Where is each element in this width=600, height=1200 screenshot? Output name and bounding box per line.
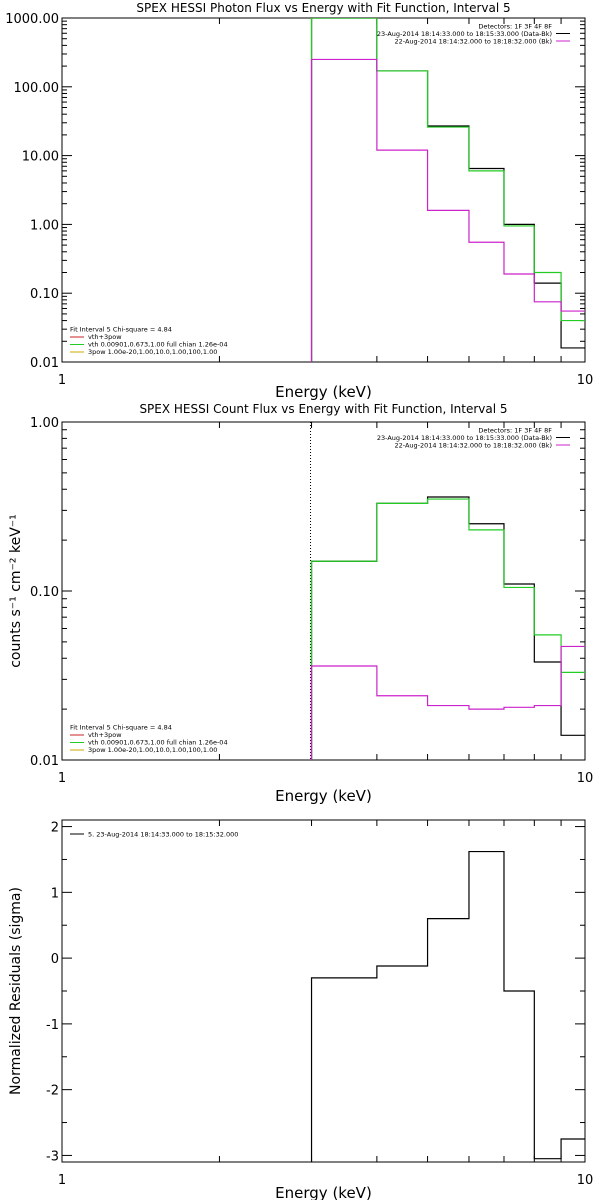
legend-bottom-entry: 3pow 1.00e-20,1.00,10.0,1.00,100,1.00 bbox=[88, 746, 217, 754]
legend-bottom-entry: vth+3pow bbox=[88, 333, 122, 341]
legend-bottom-entry: vth+3pow bbox=[88, 731, 122, 739]
legend-top-entry: Detectors: 1F 3F 4F 8F bbox=[478, 427, 552, 435]
series-0-step-line bbox=[310, 850, 585, 1162]
y-tick-label: -1 bbox=[46, 1018, 59, 1033]
legend-top-entry: 22-Aug-2014 18:14:32.000 to 18:18:32.000… bbox=[395, 38, 552, 46]
legend-top-entry: 23-Aug-2014 18:14:33.000 to 18:15:33.000… bbox=[377, 434, 552, 442]
x-axis-label: Energy (keV) bbox=[275, 1184, 372, 1200]
y-tick-label: -2 bbox=[46, 1084, 59, 1099]
chart-title: SPEX HESSI Photon Flux vs Energy with Fi… bbox=[136, 1, 510, 15]
plot-frame bbox=[61, 421, 586, 761]
y-tick-label: 0 bbox=[51, 952, 59, 967]
legend-top-entry: 22-Aug-2014 18:14:32.000 to 18:18:32.000… bbox=[395, 442, 552, 450]
y-tick-label: 0.01 bbox=[30, 356, 59, 371]
x-tick-label: 1 bbox=[58, 373, 66, 388]
y-tick-label: 2 bbox=[51, 821, 59, 836]
chart-title: SPEX HESSI Count Flux vs Energy with Fit… bbox=[139, 402, 507, 416]
legend-bottom-entry: Fit Interval 5 Chi-square = 4.84 bbox=[70, 724, 172, 732]
y-tick-label: 0.10 bbox=[30, 585, 59, 600]
series-1-step-line bbox=[310, 498, 585, 760]
y-tick-label: 100.00 bbox=[14, 81, 60, 96]
y-tick-label: 1 bbox=[51, 886, 59, 901]
plot-area bbox=[310, 496, 585, 760]
series-1-step-line bbox=[310, 18, 585, 362]
y-tick-label: 0.01 bbox=[30, 754, 59, 769]
y-axis-label: Normalized Residuals (sigma) bbox=[8, 887, 24, 1095]
y-axis-label: counts s⁻¹ cm⁻² keV⁻¹ bbox=[8, 514, 24, 668]
count-flux-panel: SPEX HESSI Count Flux vs Energy with Fit… bbox=[8, 402, 593, 805]
legend-top-entry: 23-Aug-2014 18:14:33.000 to 18:15:33.000… bbox=[377, 30, 552, 38]
legend-bottom-entry: vth 0.00901,0.673,1.00 full chian 1.26e-… bbox=[88, 739, 228, 747]
series-2-step-line bbox=[310, 58, 585, 362]
y-tick-label: 1000.00 bbox=[5, 12, 59, 27]
legend-bottom-entry: vth 0.00901,0.673,1.00 full chian 1.26e-… bbox=[88, 341, 228, 349]
x-axis-label: Energy (keV) bbox=[275, 787, 372, 805]
legend-top-entry: 5. 23-Aug-2014 18:14:33.000 to 18:15:32.… bbox=[88, 831, 238, 839]
x-tick-label: 10 bbox=[577, 373, 594, 388]
plot-area bbox=[310, 850, 585, 1162]
series-2-step-line bbox=[310, 645, 585, 760]
x-axis-label: Energy (keV) bbox=[275, 383, 372, 401]
y-tick-label: 0.10 bbox=[30, 287, 59, 302]
x-tick-label: 10 bbox=[577, 1173, 594, 1188]
plot-area bbox=[310, 18, 585, 362]
plot-frame bbox=[61, 17, 586, 363]
series-0-step-line bbox=[310, 496, 585, 760]
y-tick-label: 10.00 bbox=[22, 150, 59, 165]
legend-top-entry: Detectors: 1F 3F 4F 8F bbox=[478, 23, 552, 31]
legend-bottom-entry: 3pow 1.00e-20,1.00,10.0,1.00,100,1.00 bbox=[88, 348, 217, 356]
x-tick-label: 1 bbox=[58, 1173, 66, 1188]
x-tick-label: 10 bbox=[577, 771, 594, 786]
photon-flux-panel: SPEX HESSI Photon Flux vs Energy with Fi… bbox=[5, 1, 593, 401]
series-0-step-line bbox=[310, 18, 585, 362]
y-tick-label: -3 bbox=[46, 1149, 59, 1164]
x-tick-label: 1 bbox=[58, 771, 66, 786]
legend-bottom-entry: Fit Interval 5 Chi-square = 4.84 bbox=[70, 326, 172, 334]
y-tick-label: 1.00 bbox=[30, 218, 59, 233]
y-tick-label: 1.00 bbox=[30, 416, 59, 431]
